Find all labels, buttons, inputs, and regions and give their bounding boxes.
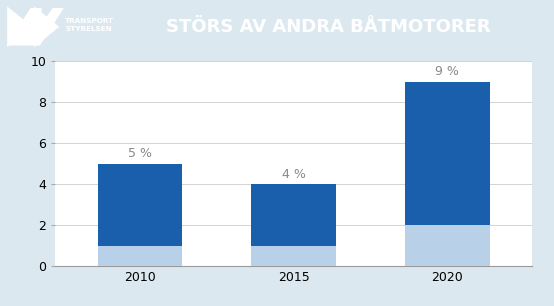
- Text: 4 %: 4 %: [281, 167, 306, 181]
- Bar: [252, 184, 336, 246]
- Bar: [98, 246, 182, 266]
- Text: TRANSPORT
STYRELSEN: TRANSPORT STYRELSEN: [65, 18, 115, 32]
- Polygon shape: [7, 6, 32, 47]
- Polygon shape: [34, 6, 59, 47]
- Bar: [405, 82, 490, 225]
- Bar: [252, 246, 336, 266]
- Text: STÖRS AV ANDRA BÅTMOTORER: STÖRS AV ANDRA BÅTMOTORER: [166, 18, 491, 36]
- Polygon shape: [7, 8, 64, 46]
- Bar: [98, 164, 182, 246]
- Bar: [405, 225, 490, 266]
- Text: 9 %: 9 %: [435, 65, 459, 78]
- Text: 5 %: 5 %: [128, 147, 152, 160]
